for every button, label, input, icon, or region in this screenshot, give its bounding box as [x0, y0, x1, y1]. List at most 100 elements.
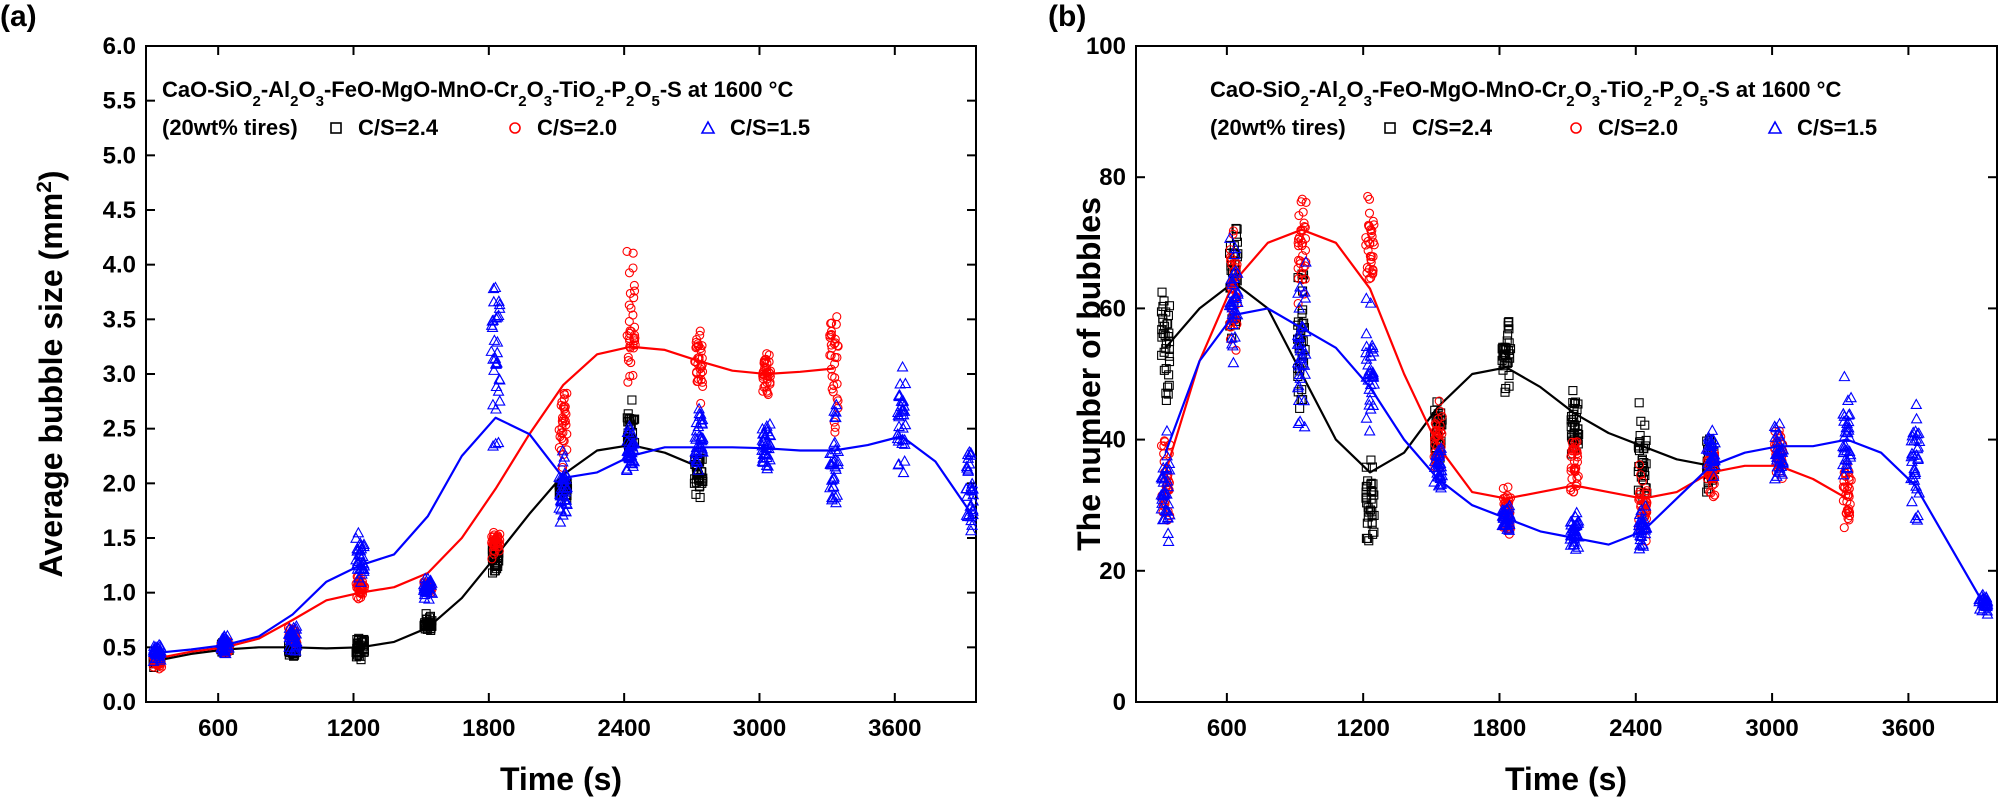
panel-b-data-point: [1227, 293, 1240, 305]
panel-b-data-point: [1294, 415, 1307, 426]
panel-a-data-point: [898, 454, 911, 466]
panel-a-data-point: [891, 406, 904, 418]
panel-b-data-point: [1773, 455, 1786, 467]
panel-b-data-point: [1163, 332, 1173, 342]
panel-a-data-point: [490, 311, 503, 323]
panel-b-data-point: [1839, 453, 1852, 464]
panel-b-data-point: [1429, 434, 1439, 444]
panel-a-data-point: [762, 349, 772, 359]
panel-b-data-point: [1296, 358, 1309, 369]
panel-b-data-point: [1844, 515, 1854, 525]
panel-a-data-point: [825, 458, 838, 470]
panel-b-data-point: [1769, 431, 1782, 442]
panel-a-data-point: [489, 281, 502, 293]
panel-b-data-point: [1161, 364, 1171, 374]
panel-b-plot-frame: [1135, 45, 1998, 703]
panel-b-data-point: [1911, 513, 1924, 525]
panel-a-data-point: [826, 491, 838, 502]
panel-a-y-tick-label: 6.0: [103, 33, 136, 60]
panel-b-data-point: [1837, 407, 1850, 419]
panel-b-data-layer: [1155, 191, 1994, 619]
panel-b-data-point: [1907, 426, 1920, 438]
panel-b-data-point: [1504, 370, 1514, 381]
panel-a-data-point: [355, 562, 368, 574]
panel-b-data-point: [1365, 342, 1378, 354]
panel-b-data-point: [1710, 490, 1720, 500]
panel-a-x-tick-label: 600: [198, 715, 238, 742]
panel-a-data-point: [623, 355, 633, 366]
panel-a-data-point: [625, 336, 635, 346]
panel-b-data-point: [1297, 308, 1307, 318]
panel-b-data-point: [1300, 245, 1311, 255]
panel-a-data-point: [696, 375, 706, 385]
panel-b-data-point: [1842, 394, 1854, 405]
panel-b-data-point: [1161, 424, 1173, 436]
panel-b-data-point: [1159, 504, 1172, 516]
panel-a-y-tick-label: 3.5: [103, 306, 136, 333]
panel-a-data-point: [831, 319, 841, 329]
panel-b-data-point: [1568, 386, 1578, 396]
panel-a-data-point: [628, 455, 641, 467]
panel-b-data-point: [1838, 370, 1851, 382]
panel-b-data-point: [1163, 508, 1176, 520]
panel-b-data-point: [1362, 492, 1372, 502]
panel-b-data-point: [1292, 331, 1305, 343]
panel-b-data-point: [1231, 296, 1244, 307]
panel-b-data-point: [1365, 239, 1375, 249]
panel-a-data-point: [485, 345, 498, 356]
panel-b-data-point: [1293, 336, 1306, 348]
panel-b-data-point: [1158, 488, 1171, 499]
panel-b-data-point: [1226, 311, 1239, 323]
panel-b-data-point: [1568, 444, 1578, 454]
panel-a-data-point: [625, 288, 635, 298]
panel-b-data-point: [1841, 454, 1853, 465]
panel-b-data-point: [1428, 455, 1441, 466]
panel-a-data-point: [283, 641, 296, 652]
panel-b-data-point: [1843, 408, 1856, 419]
panel-b-legend-tires-label: (20wt% tires): [1210, 115, 1346, 140]
panel-b-data-point: [1909, 425, 1922, 436]
panel-a-data-point: [283, 622, 296, 633]
panel-a-data-point: [626, 358, 636, 368]
panel-b-data-point: [1361, 482, 1371, 492]
panel-b-data-point: [1293, 301, 1306, 313]
panel-a-data-point: [487, 532, 497, 542]
panel-b-data-point: [1569, 523, 1582, 535]
panel-b-data-point: [1570, 398, 1580, 409]
panel-a-data-point: [758, 386, 768, 396]
panel-a-data-point: [487, 398, 499, 410]
panel-a-data-point: [147, 655, 160, 666]
panel-a-data-point: [826, 318, 836, 328]
panel-a-y-tick-label: 1.0: [103, 580, 136, 607]
panel-a-chart: (a) 0.0 0.5 1.0 1.5 2.0 2.5 3.0 3.5 4.0 4.5 5.0 5.5…: [0, 0, 980, 797]
panel-a-data-point: [558, 450, 571, 462]
panel-a-data-point: [620, 464, 633, 476]
panel-b-data-point: [1573, 471, 1583, 481]
panel-a-data-point: [830, 422, 840, 432]
panel-b-data-point: [1298, 207, 1308, 217]
panel-b-data-point: [1431, 456, 1444, 468]
panel-b-data-point: [1842, 485, 1852, 496]
panel-b-data-point: [1366, 254, 1376, 265]
panel-a-data-point: [693, 341, 703, 351]
panel-b-data-point: [1909, 466, 1922, 477]
panel-b-data-point: [1231, 223, 1241, 234]
panel-b-data-point: [1912, 452, 1925, 463]
panel-b-data-point: [1773, 417, 1786, 429]
panel-a-data-point: [695, 326, 705, 336]
panel-b-legend-marker: [1384, 122, 1396, 134]
panel-b-x-axis-title: Time (s): [1505, 761, 1627, 797]
panel-b-data-point: [1364, 350, 1377, 361]
panel-a-data-point: [556, 400, 566, 410]
panel-a-data-point: [560, 481, 573, 493]
panel-b-data-point: [1298, 285, 1311, 297]
panel-b-data-point: [1366, 455, 1376, 465]
panel-a-data-point: [756, 444, 769, 455]
panel-b-data-point: [1164, 357, 1175, 367]
panel-a-data-point: [623, 377, 633, 387]
panel-b-data-point: [1570, 438, 1580, 448]
panel-a-data-point: [419, 585, 432, 597]
panel-a-data-point: [624, 268, 634, 278]
panel-a-data-point: [487, 554, 497, 564]
panel-a-y-tick-label: 2.0: [103, 470, 136, 497]
